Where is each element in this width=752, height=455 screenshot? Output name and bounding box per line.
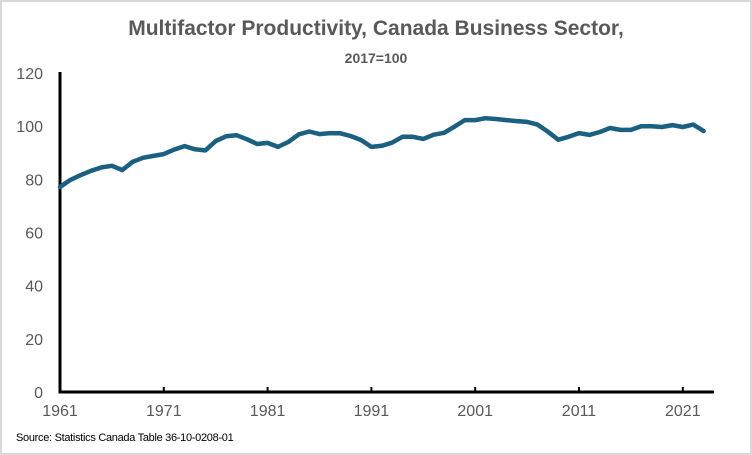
data-point-1968 [130, 159, 135, 164]
data-point-1980 [255, 142, 260, 146]
x-tick-label: 1991 [354, 403, 390, 420]
data-point-1999 [452, 124, 457, 129]
data-point-2020 [670, 123, 675, 128]
data-point-1974 [192, 147, 197, 152]
y-tick-label: 60 [25, 226, 43, 243]
data-point-2008 [545, 129, 550, 134]
data-point-2011 [577, 131, 581, 136]
x-tick-label: 1971 [146, 403, 182, 420]
data-point-2017 [639, 124, 644, 129]
data-point-1964 [89, 168, 94, 173]
data-point-1985 [307, 129, 312, 134]
data-point-1984 [296, 132, 301, 137]
data-point-1973 [182, 144, 187, 149]
data-point-2004 [504, 118, 509, 123]
data-point-1997 [431, 132, 436, 137]
data-point-1986 [317, 132, 322, 137]
data-point-1978 [234, 133, 239, 138]
data-point-1969 [141, 155, 145, 160]
data-point-2003 [494, 117, 498, 121]
data-point-2009 [556, 137, 561, 142]
data-point-1995 [410, 134, 415, 139]
data-point-1998 [442, 130, 447, 135]
data-point-2000 [462, 118, 467, 123]
data-point-1965 [99, 165, 104, 170]
data-point-1971 [161, 152, 166, 157]
data-point-1989 [348, 134, 353, 138]
data-point-1963 [78, 173, 83, 178]
series-line-multifactor-productivity [57, 115, 706, 190]
x-tick-label: 2021 [665, 403, 701, 420]
y-tick-label: 80 [25, 172, 43, 189]
data-point-1996 [421, 136, 426, 141]
y-axis-ticks: 0 20 40 60 80 100 120 [16, 66, 43, 402]
data-point-2007 [535, 122, 540, 127]
data-point-1994 [400, 134, 405, 139]
data-point-1992 [379, 143, 384, 148]
data-point-2014 [608, 126, 613, 130]
y-tick-label: 20 [25, 332, 43, 349]
y-tick-label: 0 [34, 385, 43, 402]
data-point-2012 [587, 132, 592, 137]
data-point-1966 [109, 163, 114, 168]
data-point-2022 [691, 122, 696, 127]
series-points [58, 116, 706, 189]
data-point-1961 [58, 185, 62, 189]
chart-title: Multifactor Productivity, Canada Busines… [128, 17, 624, 40]
data-point-2023 [701, 129, 706, 133]
y-tick-label: 120 [16, 66, 43, 83]
data-point-2018 [649, 124, 654, 129]
data-point-2021 [680, 125, 685, 129]
data-point-2010 [566, 134, 571, 139]
data-point-1993 [390, 140, 395, 145]
data-point-1988 [338, 131, 343, 136]
data-point-1979 [244, 137, 249, 142]
data-point-1977 [224, 134, 229, 139]
data-point-1990 [359, 138, 363, 142]
data-point-2001 [473, 118, 478, 123]
data-point-1981 [265, 140, 270, 145]
source-note: Source: Statistics Canada Table 36-10-02… [16, 432, 234, 444]
data-point-2016 [628, 127, 633, 132]
data-point-2002 [483, 116, 488, 121]
x-axis-ticks: 1961 1971 1981 1991 2001 2011 2021 [42, 387, 701, 420]
data-point-1967 [120, 168, 125, 172]
y-tick-label: 40 [25, 279, 43, 296]
y-tick-label: 100 [16, 119, 43, 136]
data-point-2005 [514, 119, 519, 124]
data-point-2006 [525, 119, 530, 124]
x-tick-label: 1961 [42, 403, 78, 420]
data-point-1972 [172, 147, 177, 152]
data-point-1991 [369, 144, 374, 149]
data-point-1970 [151, 153, 156, 158]
x-tick-label: 2001 [457, 403, 493, 420]
x-tick-label: 2011 [562, 403, 597, 420]
data-point-1983 [286, 139, 291, 144]
data-point-1962 [68, 177, 73, 182]
x-tick-label: 1981 [250, 403, 286, 420]
data-point-1987 [327, 131, 332, 136]
data-point-2015 [618, 127, 623, 132]
chart-subtitle: 2017=100 [344, 50, 408, 66]
data-point-1975 [203, 148, 208, 153]
data-point-2013 [597, 130, 602, 134]
data-point-1982 [276, 144, 280, 149]
data-point-1976 [213, 139, 218, 144]
data-point-2019 [660, 125, 664, 129]
